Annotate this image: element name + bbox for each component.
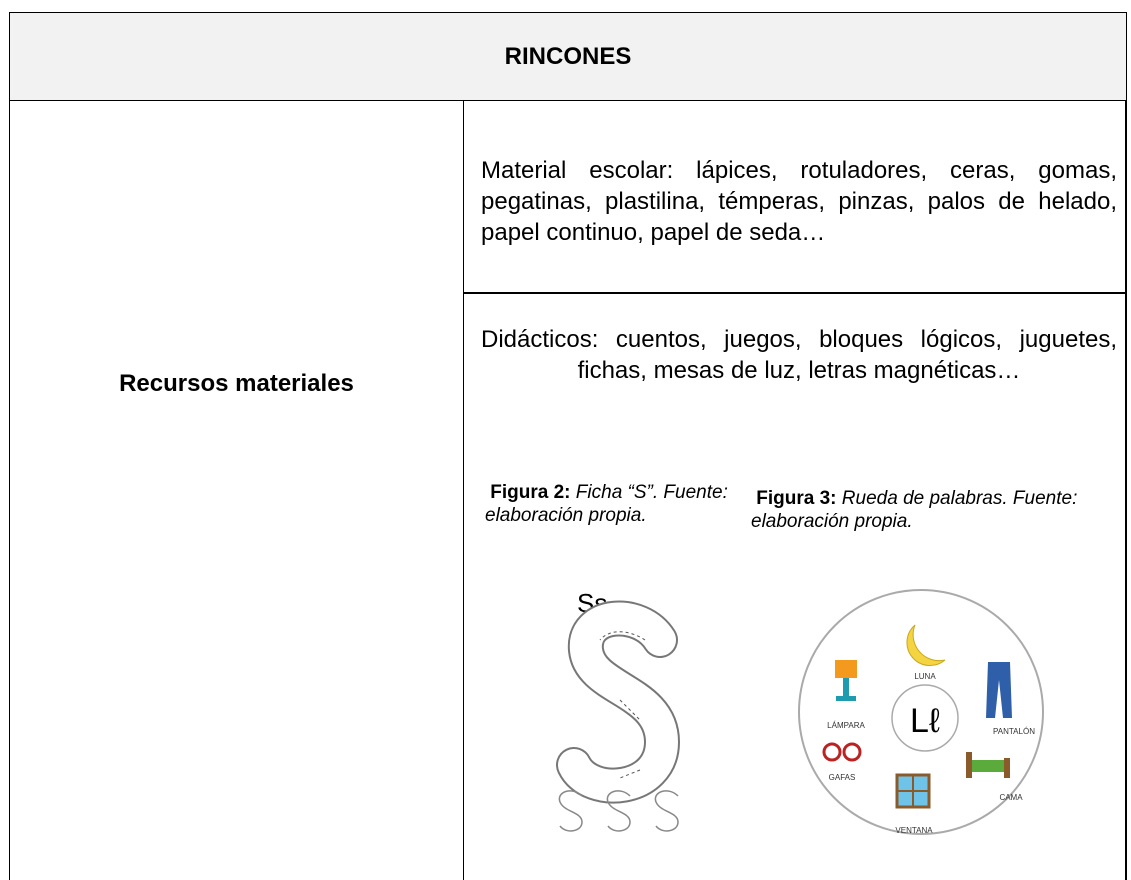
cell-text: Material escolar: lápices, rotuladores, … <box>481 157 1117 246</box>
wheel-center-text: Lℓ <box>910 702 940 740</box>
wheel-word: LUNA <box>914 672 936 681</box>
cell-separator <box>463 292 1127 294</box>
figure-caption-text: Rueda de palabras. Fuente: elaboración p… <box>751 488 1078 532</box>
table-header: RINCONES <box>9 12 1127 101</box>
left-column <box>9 100 464 880</box>
word-wheel: Lℓ LUNA LÁMPARA PANTALÓN GAFAS CAMA VENT… <box>798 589 1044 835</box>
figure-label: Figura 3: <box>756 488 837 509</box>
wheel-word: PANTALÓN <box>993 727 1035 736</box>
figure-label: Figura 2: <box>490 482 571 503</box>
figure-caption: Figura 3: Rueda de palabras. Fuente: ela… <box>751 487 1111 533</box>
wheel-word: VENTANA <box>895 826 933 835</box>
figures-art: Ss Lℓ LUNA LÁMPARA PANTALÓN GAFAS CAMA V… <box>556 588 1044 835</box>
wheel-word: LÁMPARA <box>827 721 865 730</box>
wheel-word: CAMA <box>999 793 1023 802</box>
figure-caption-text: Ficha “S”. Fuente: elaboración propia. <box>485 482 728 526</box>
wheel-word: GAFAS <box>829 773 856 782</box>
page: RINCONES Recursos materiales Material es… <box>9 12 1127 880</box>
row-label: Recursos materiales <box>119 370 354 397</box>
s-figure: Ss <box>556 588 681 832</box>
cell-text: Didácticos: cuentos, juegos, bloques lóg… <box>481 326 1117 384</box>
figure-caption: Figura 2: Ficha “S”. Fuente: elaboración… <box>485 481 733 527</box>
table-border <box>1125 100 1127 880</box>
